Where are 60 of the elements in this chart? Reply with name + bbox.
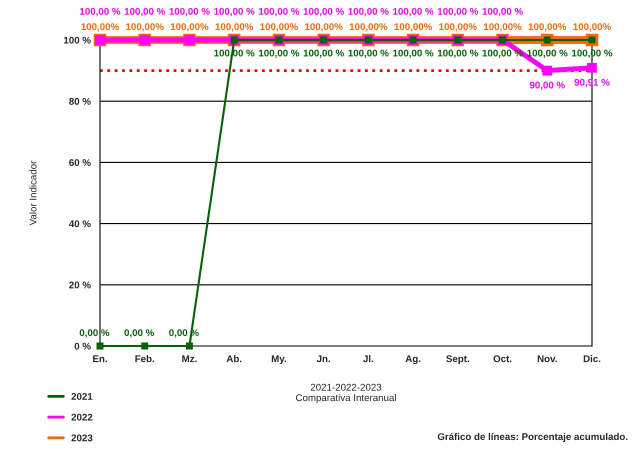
data-label: 100,00 % bbox=[482, 8, 523, 16]
x-tick-label: Oct. bbox=[493, 355, 512, 362]
x-tick-label: Jn. bbox=[316, 355, 330, 362]
data-label: 100,00 % bbox=[393, 50, 434, 58]
y-tick-label: 0 % bbox=[74, 342, 91, 350]
data-label: 100,00 % bbox=[258, 50, 300, 58]
data-label: 100,00% bbox=[170, 23, 208, 32]
data-label: 100,00 % bbox=[393, 8, 434, 16]
y-axis-title: Valor Indicador bbox=[29, 160, 36, 226]
data-label: 100,00 % bbox=[527, 50, 568, 58]
x-tick-label: Feb. bbox=[135, 355, 154, 362]
x-tick-label: Dic. bbox=[584, 355, 600, 362]
data-label: 100,00 % bbox=[214, 8, 254, 16]
data-label: 100,00% bbox=[305, 23, 343, 32]
data-label: 0,00 % bbox=[80, 329, 110, 338]
x-tick-label: Nov. bbox=[538, 355, 557, 362]
data-label: 100,00 % bbox=[304, 8, 344, 16]
y-tick-label: 80 % bbox=[69, 98, 91, 105]
x-tick-label: Mz. bbox=[182, 355, 197, 362]
x-tick-label: Jl. bbox=[363, 355, 374, 362]
legend-label: 2022 bbox=[71, 414, 92, 421]
data-label: 100,00 % bbox=[258, 8, 300, 16]
data-label: 100,00 % bbox=[170, 8, 210, 16]
data-label: 100,00% bbox=[394, 23, 432, 32]
data-label: 100,00 % bbox=[124, 8, 166, 16]
x-tick-label: My. bbox=[272, 355, 286, 364]
data-label: 90,00 % bbox=[530, 82, 565, 90]
data-label: 100,00 % bbox=[438, 8, 478, 16]
data-label: 100,00% bbox=[439, 23, 477, 32]
data-label: 100,00% bbox=[260, 23, 298, 32]
y-tick-label: 60 % bbox=[69, 159, 91, 166]
x-tick-label: Ag. bbox=[406, 355, 420, 364]
point bbox=[542, 66, 552, 76]
legend-label: 2021 bbox=[71, 392, 92, 400]
data-label: 100,00% bbox=[126, 23, 164, 32]
x-tick-label: Ab. bbox=[226, 355, 242, 362]
text: Gráfico de líneas: Porcentaje acumulado. bbox=[438, 432, 628, 442]
point bbox=[186, 342, 193, 350]
x-tick-label: Sept. bbox=[446, 355, 470, 364]
y-tick-label: 100 % bbox=[64, 36, 91, 44]
data-label: 100,00% bbox=[484, 23, 522, 32]
y-tick-label: 40 % bbox=[68, 220, 91, 228]
point bbox=[96, 342, 104, 350]
legend-label: 2023 bbox=[71, 434, 92, 442]
data-label: 100,00% bbox=[81, 23, 119, 32]
data-label: 100,00% bbox=[573, 23, 611, 32]
data-label: 0,00 % bbox=[124, 329, 154, 338]
data-label: 100,00% bbox=[216, 23, 254, 32]
point bbox=[587, 62, 597, 73]
data-label: 100,00 % bbox=[304, 50, 344, 58]
data-label: 100,00% bbox=[528, 23, 566, 32]
data-label: 100,00 % bbox=[348, 8, 389, 16]
data-label: 100,00 % bbox=[348, 50, 389, 58]
data-label: 100,00% bbox=[350, 23, 388, 32]
y-tick-label: 20 % bbox=[69, 282, 91, 288]
point bbox=[141, 342, 148, 350]
x-axis-title: 2021-2022-2023 Comparativa Interanual bbox=[296, 384, 396, 404]
data-label: 100,00 % bbox=[438, 50, 478, 58]
x-tick-label: En. bbox=[93, 355, 107, 362]
data-label: 100,00 % bbox=[80, 8, 120, 16]
